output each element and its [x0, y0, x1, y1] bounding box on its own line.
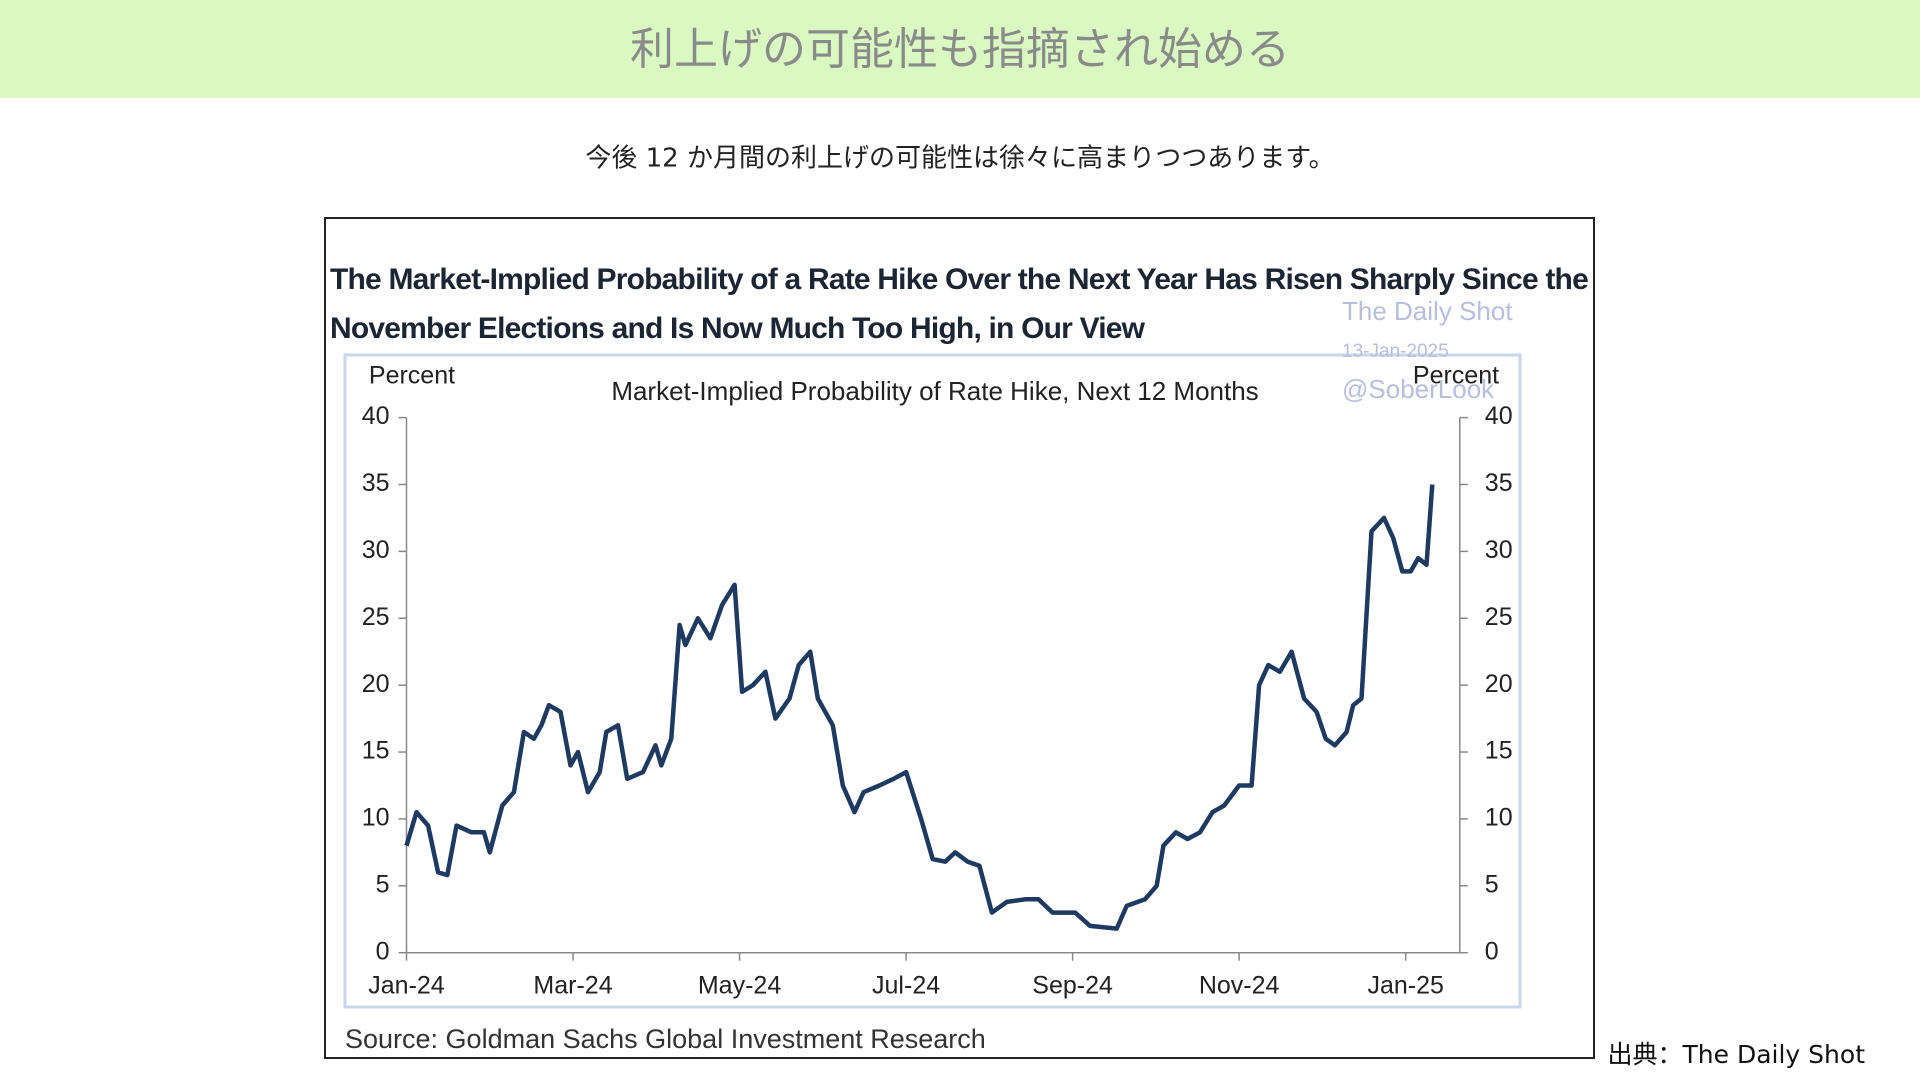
header-band [0, 0, 1920, 98]
data-line [404, 484, 1435, 931]
chart-source: Source: Goldman Sachs Global Investment … [345, 1024, 986, 1054]
plot-panel [343, 353, 1522, 1009]
y2-tick-label: 15 [1485, 737, 1513, 765]
x-tick-label: Nov-24 [1199, 971, 1280, 999]
chart-title-box: The Market-Implied Probability of a Rate… [330, 263, 1589, 345]
y-tick-label: 30 [362, 536, 390, 564]
x-tick-label: Jan-24 [368, 971, 445, 999]
watermark: The Daily Shot [1342, 296, 1513, 326]
y2-tick-label: 40 [1485, 402, 1513, 430]
y-tick-label: 25 [362, 603, 390, 631]
y-tick-label: 15 [362, 737, 390, 765]
x-tick-label: Jan-25 [1367, 971, 1443, 999]
y-tick-label: 5 [376, 870, 390, 898]
y-tick-label: 10 [362, 804, 390, 832]
y2-axis-label: Percent [1413, 362, 1499, 390]
y2-tick-label: 10 [1485, 804, 1513, 832]
slide-title: 利上げの可能性も指摘され始める [630, 24, 1290, 75]
chart-title: The Market-Implied Probability of a Rate… [330, 263, 1589, 345]
y-tick-label: 35 [362, 469, 390, 497]
y2-tick-label: 25 [1485, 603, 1513, 631]
x-tick-label: Mar-24 [533, 971, 612, 999]
y2-tick-label: 5 [1485, 870, 1499, 898]
y2-tick-label: 35 [1485, 469, 1513, 497]
watermark: @SoberLook [1342, 374, 1495, 404]
y-tick-label: 0 [376, 937, 390, 965]
plot-subtitle: Market-Implied Probability of Rate Hike,… [611, 376, 1258, 406]
credit: 出典：The Daily Shot [1608, 1040, 1866, 1069]
watermark: 13-Jan-2025 [1342, 341, 1449, 362]
x-tick-label: Jul-24 [872, 971, 940, 999]
y2-tick-label: 0 [1485, 937, 1499, 965]
slide-subtitle: 今後 12 か月間の利上げの可能性は徐々に高まりつつあります。 [585, 144, 1334, 174]
y-tick-label: 40 [362, 402, 390, 430]
y-tick-label: 20 [362, 670, 390, 698]
y2-tick-label: 20 [1485, 670, 1513, 698]
x-tick-label: May-24 [698, 971, 781, 999]
y2-tick-label: 30 [1485, 536, 1513, 564]
x-tick-label: Sep-24 [1032, 971, 1113, 999]
y-axis-label: Percent [369, 362, 455, 390]
